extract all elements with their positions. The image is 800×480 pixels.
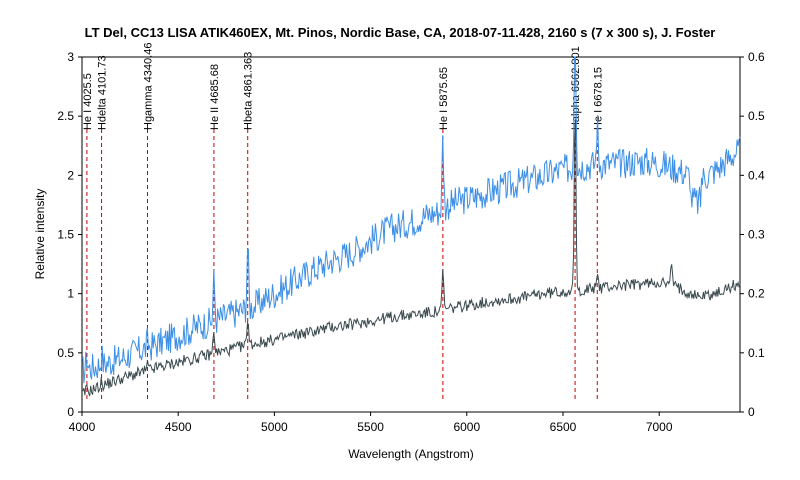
y-left-tick-label: 2 [67,168,74,182]
emission-line-label: He I 5875.65 [438,67,450,130]
x-tick-label: 6000 [453,420,480,434]
x-tick-label: 4500 [165,420,192,434]
y-right-tick-label: 0.6 [748,50,765,64]
emission-line-label: He I 6678.15 [592,67,604,130]
plot-area [81,56,741,413]
series-layer [81,56,741,397]
emission-line-label: Hdelta 4101.73 [97,55,109,130]
spectrum-series-line [81,119,741,397]
emission-line-label: He I 4025.5 [82,73,94,130]
y-right-tick-label: 0.5 [748,109,765,123]
x-tick-label: 7000 [646,420,673,434]
chart-title: LT Del, CC13 LISA ATIK460EX, Mt. Pinos, … [85,25,716,40]
emission-line-label: Hbeta 4861.363 [243,52,255,130]
y-right-tick-label: 0.3 [748,228,765,242]
x-tick-label: 5500 [357,420,384,434]
x-tick-label: 4000 [69,420,96,434]
y-right-tick-label: 0.2 [748,287,765,301]
y-left-tick-label: 0.5 [57,346,74,360]
x-tick-label: 5000 [261,420,288,434]
y-left-tick-label: 3 [67,50,74,64]
emission-line-markers: He I 4025.5 Hdelta 4101.73 Hgamma 4340.46 H… [82,43,604,400]
y-left-tick-label: 2.5 [57,109,74,123]
y-right-tick-label: 0 [748,405,755,419]
y-left-tick-label: 1.5 [57,228,74,242]
y-left-tick-label: 1 [67,287,74,301]
y-right-tick-label: 0.1 [748,346,765,360]
y-left-tick-label: 0 [67,405,74,419]
y-right-tick-label: 0.4 [748,168,765,182]
x-tick-label: 6500 [550,420,577,434]
emission-line-label: He II 4685.68 [209,64,221,130]
x-axis-label: Wavelength (Angstrom) [348,447,474,461]
y-axis-label: Relative intensity [33,189,47,280]
axis-ticks: 4000 4500 5000 5500 6000 6500 7000 0 0.5 1 1.5 2 2.5… [57,50,765,434]
spectrum-series-line [81,56,741,384]
emission-line-label: Hgamma 4340.46 [143,43,155,130]
